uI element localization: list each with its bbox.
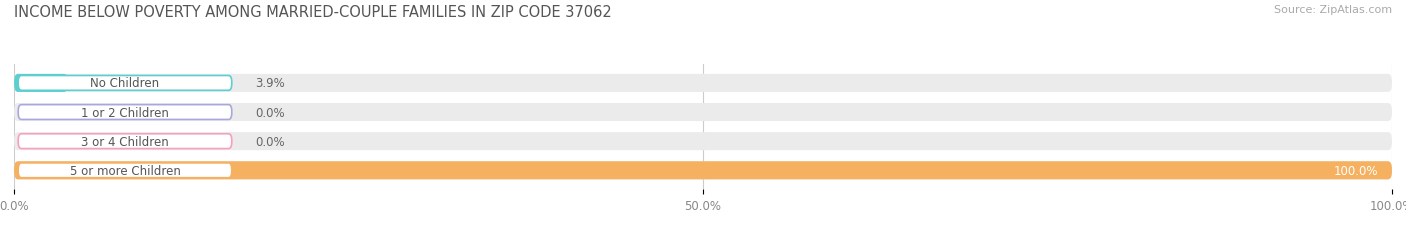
FancyBboxPatch shape	[18, 163, 232, 178]
Text: INCOME BELOW POVERTY AMONG MARRIED-COUPLE FAMILIES IN ZIP CODE 37062: INCOME BELOW POVERTY AMONG MARRIED-COUPL…	[14, 5, 612, 20]
Text: Source: ZipAtlas.com: Source: ZipAtlas.com	[1274, 5, 1392, 15]
FancyBboxPatch shape	[18, 76, 232, 91]
FancyBboxPatch shape	[18, 105, 232, 120]
FancyBboxPatch shape	[14, 103, 1392, 122]
FancyBboxPatch shape	[14, 75, 1392, 93]
Text: 0.0%: 0.0%	[256, 106, 285, 119]
FancyBboxPatch shape	[14, 161, 1392, 179]
FancyBboxPatch shape	[18, 134, 232, 149]
FancyBboxPatch shape	[14, 133, 1392, 151]
Text: 0.0%: 0.0%	[256, 135, 285, 148]
Text: 5 or more Children: 5 or more Children	[69, 164, 180, 177]
FancyBboxPatch shape	[14, 161, 1392, 179]
Text: 1 or 2 Children: 1 or 2 Children	[82, 106, 169, 119]
Text: 100.0%: 100.0%	[1334, 164, 1378, 177]
FancyBboxPatch shape	[14, 75, 67, 93]
Text: No Children: No Children	[90, 77, 159, 90]
Text: 3.9%: 3.9%	[256, 77, 285, 90]
Text: 3 or 4 Children: 3 or 4 Children	[82, 135, 169, 148]
